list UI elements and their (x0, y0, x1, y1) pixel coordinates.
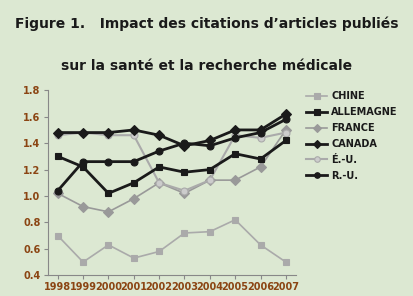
Text: Figure 1.   Impact des citations d’articles publiés: Figure 1. Impact des citations d’article… (15, 16, 398, 31)
Legend: CHINE, ALLEMAGNE, FRANCE, CANADA, É.-U., R.-U.: CHINE, ALLEMAGNE, FRANCE, CANADA, É.-U.,… (305, 91, 396, 181)
Text: sur la santé et la recherche médicale: sur la santé et la recherche médicale (61, 59, 352, 73)
